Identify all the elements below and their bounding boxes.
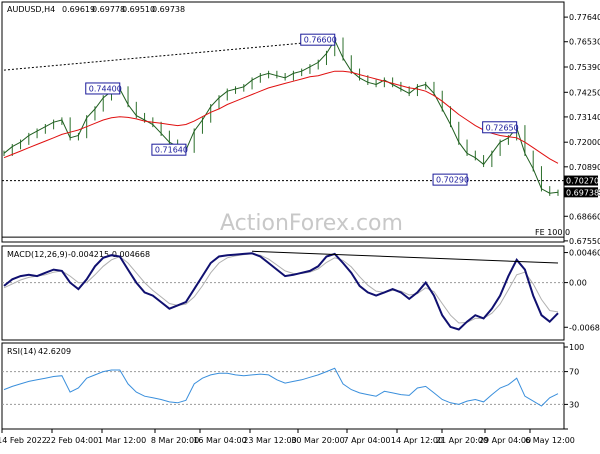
macd-panel: MACD(12,26,9) -0.004215 -0.004668 0.0046… <box>1 245 600 341</box>
annotation-box <box>482 121 518 134</box>
rsi-y-axis: 100 70 30 <box>2 343 584 430</box>
macd-line <box>3 252 559 331</box>
price-tag-label: 0.69738 <box>566 188 599 197</box>
price-series <box>3 37 559 196</box>
price-y-tick-label: 0.76530 <box>569 38 600 47</box>
price-y-tick-label: 0.75390 <box>569 63 600 72</box>
price-tag-box <box>564 187 598 198</box>
annotation-label: 0.70290 <box>436 176 469 185</box>
x-tick-label: 14 Feb 2022 <box>0 436 47 445</box>
watermark: ActionForex.com <box>220 211 403 236</box>
price-line <box>3 39 559 194</box>
macd-trendline <box>252 250 559 264</box>
price-y-tick-label: 0.73140 <box>569 113 600 122</box>
price-header-low: 0.69510 <box>122 5 155 14</box>
rsi-panel-frame <box>1 342 565 430</box>
rsi-y-tick-label: 70 <box>569 368 579 377</box>
rsi-panel: RSI(14) 42.6209 100 70 30 <box>1 342 584 430</box>
price-panel-frame <box>1 1 565 243</box>
rsi-series <box>3 367 559 407</box>
price-y-tick-label: 0.72000 <box>569 138 600 147</box>
x-tick-label: 16 Mar 04:00 <box>193 436 246 445</box>
rsi-y-tick-label: 100 <box>569 343 584 352</box>
x-tick-label: 6 May 12:00 <box>525 436 575 445</box>
fe-level-label: FE 100.0 <box>535 228 570 237</box>
macd-panel-frame <box>1 245 565 341</box>
price-y-tick-label: 0.70890 <box>569 163 600 172</box>
price-tag-label: 0.70270 <box>566 177 599 186</box>
price-header-open: 0.69619 <box>62 5 95 14</box>
x-tick-label: 7 Apr 04:00 <box>343 436 390 445</box>
macd-y-axis: 0.004608 0.00 -0.006853 <box>2 249 600 332</box>
price-y-tick-label: 0.74250 <box>569 88 600 97</box>
macd-header-value: -0.004215 <box>68 250 109 259</box>
price-header-high: 0.69778 <box>92 5 125 14</box>
price-header-close: 0.69738 <box>152 5 185 14</box>
x-tick-label: 1 Mar 12:00 <box>98 436 146 445</box>
price-tag-box <box>564 175 598 186</box>
price-trendline <box>2 39 564 182</box>
macd-header-name: MACD(12,26,9) <box>7 250 68 259</box>
annotation-label: 0.71640 <box>155 146 188 155</box>
moving-average-line <box>3 70 559 164</box>
x-tick-label: 14 Apr 12:00 <box>391 436 443 445</box>
price-header-symbol: AUDUSD,H4 <box>7 5 55 14</box>
x-tick-label: 22 Feb 04:00 <box>46 436 98 445</box>
macd-y-tick-label: 0.004608 <box>569 249 600 258</box>
price-y-tick-label: 0.68660 <box>569 212 600 221</box>
x-tick-label: 8 Mar 20:00 <box>151 436 199 445</box>
annotation-box <box>300 33 336 46</box>
price-tags: 0.70270 0.69738 <box>564 175 599 198</box>
x-tick-label: 30 Mar 20:00 <box>291 436 344 445</box>
macd-y-tick-label: -0.006853 <box>569 323 600 332</box>
price-y-tick-label: 0.77640 <box>569 13 600 22</box>
x-tick-label: 21 Apr 20:00 <box>436 436 488 445</box>
price-y-axis: 0.77640 0.76530 0.75390 0.74250 0.73140 0.720… <box>564 13 600 246</box>
macd-signal-line <box>3 253 559 324</box>
annotation-box <box>432 173 468 186</box>
price-trendline-segment <box>3 39 335 71</box>
macd-y-tick-label: 0.00 <box>569 279 587 288</box>
annotation-label: 0.72650 <box>486 123 519 132</box>
rsi-header-name: RSI(14) <box>7 347 36 356</box>
annotation-label: 0.76600 <box>304 36 337 45</box>
annotation-label: 0.74400 <box>89 84 122 93</box>
rsi-header-value: 42.6209 <box>38 347 71 356</box>
rsi-line <box>3 367 559 407</box>
x-tick-label: 23 Mar 12:00 <box>243 436 296 445</box>
price-panel: AUDUSD,H4 0.69619 0.69778 0.69510 0.6973… <box>1 1 600 246</box>
x-tick-label: 29 Apr 04:00 <box>479 436 531 445</box>
macd-series <box>3 250 559 331</box>
annotation-box <box>151 143 187 156</box>
annotation-box <box>85 82 121 95</box>
macd-header-signal: -0.004668 <box>109 250 150 259</box>
price-y-tick-label: 0.67550 <box>569 237 600 246</box>
rsi-y-tick-label: 30 <box>569 400 579 409</box>
price-annotations: 0.74400 0.71640 0.76600 0.72650 0.70290 <box>85 33 519 186</box>
